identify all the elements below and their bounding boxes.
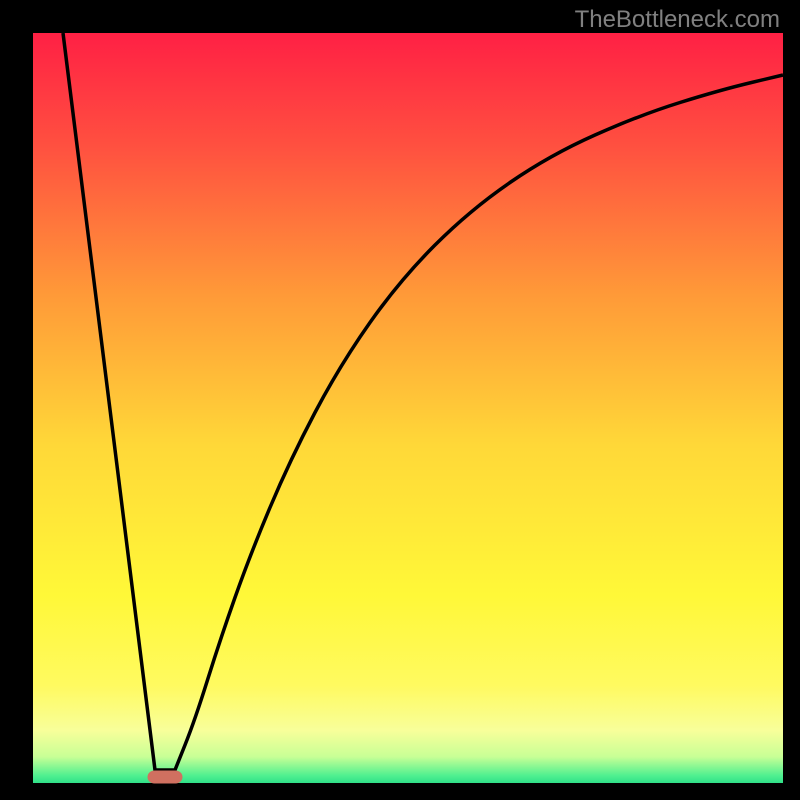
valley-marker bbox=[148, 771, 183, 784]
chart-container: TheBottleneck.com bbox=[0, 0, 800, 800]
watermark-text: TheBottleneck.com bbox=[575, 6, 780, 34]
bottleneck-chart bbox=[0, 0, 800, 800]
plot-background bbox=[33, 33, 783, 783]
